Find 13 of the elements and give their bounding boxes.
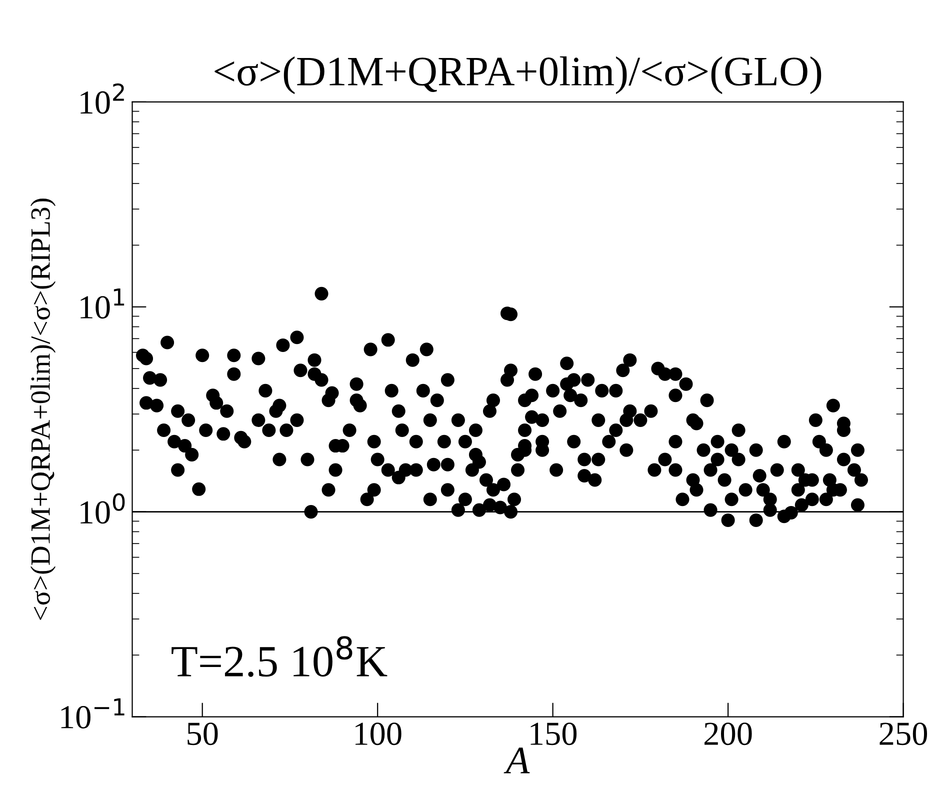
y-tick-label: 10$^{0}$ bbox=[80, 493, 125, 524]
x-tick-label: 200 bbox=[704, 722, 752, 746]
chart-title: <σ>(D1M+QRPA+0lim)/<σ>(GLO) bbox=[214, 56, 822, 94]
x-axis-title: A bbox=[504, 748, 530, 774]
y-tick-label: 10$^{−1}$ bbox=[61, 698, 124, 728]
y-axis-title: <σ>(D1M+QRPA+0lim)/<σ>(RIPL3) bbox=[30, 198, 56, 620]
y-tick-label: 10$^{2}$ bbox=[80, 83, 124, 114]
x-tick-label: 100 bbox=[356, 722, 402, 746]
x-tick-label: 250 bbox=[880, 722, 928, 746]
annotation: T=2.5 10$^{8}$K bbox=[172, 636, 388, 677]
x-tick-label: 50 bbox=[188, 722, 218, 746]
x-tick-label: 150 bbox=[530, 722, 577, 746]
y-tick-label: 10$^{1}$ bbox=[80, 288, 124, 319]
